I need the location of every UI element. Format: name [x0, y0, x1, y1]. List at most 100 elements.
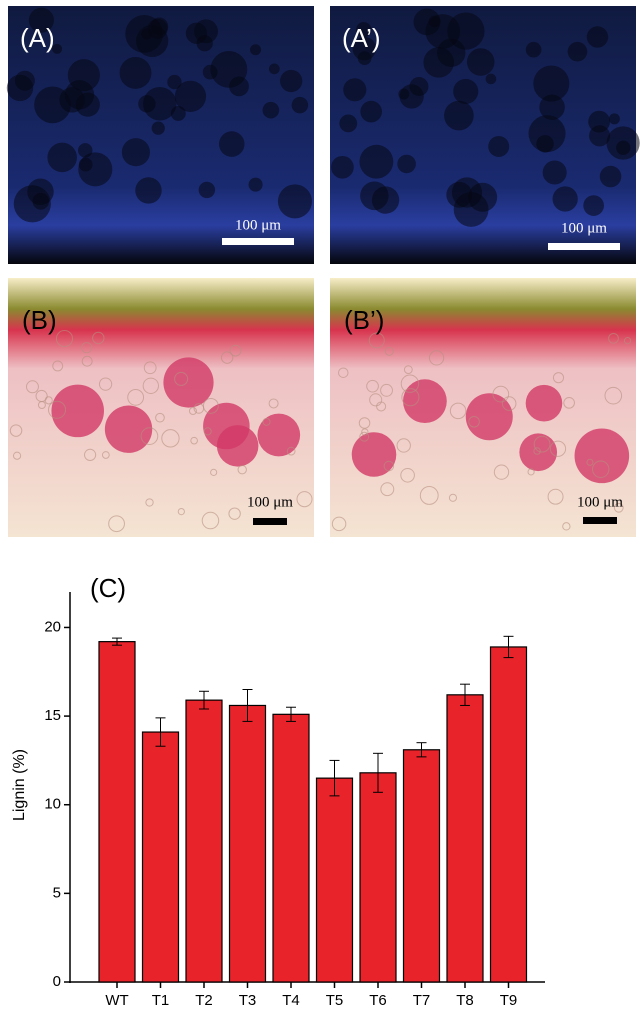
- panel-label: (B’): [344, 305, 384, 335]
- x-tick-label: T3: [239, 992, 257, 1009]
- error-bar: [286, 706, 296, 722]
- scale-label: 100 μm: [247, 494, 293, 510]
- cell: [81, 355, 93, 367]
- cell: [453, 78, 479, 104]
- bar: [359, 772, 397, 983]
- cell: [444, 100, 474, 131]
- bar: [98, 641, 136, 983]
- bundle: [104, 405, 153, 453]
- cell: [360, 100, 382, 123]
- bundle: [519, 433, 558, 472]
- x-tick-label: WT: [105, 992, 128, 1009]
- bundle: [351, 432, 397, 477]
- cell: [383, 460, 395, 472]
- cell: [92, 331, 105, 345]
- error-bar: [112, 637, 122, 646]
- bundle: [465, 393, 513, 441]
- cell: [98, 377, 113, 391]
- cell: [119, 56, 152, 89]
- cell: [419, 486, 439, 505]
- cell: [549, 440, 567, 457]
- x-tick-label: T2: [195, 992, 213, 1009]
- cell: [198, 181, 216, 199]
- cell: [371, 186, 400, 214]
- cell: [296, 491, 313, 508]
- cell: [210, 50, 248, 88]
- cell: [268, 398, 279, 409]
- x-tick-label: T9: [500, 992, 518, 1009]
- panel-label: (A’): [342, 23, 381, 53]
- cell: [143, 87, 177, 121]
- cell: [527, 468, 535, 476]
- cell: [380, 482, 395, 497]
- cell: [492, 385, 510, 403]
- cell: [286, 446, 296, 456]
- cell: [380, 383, 393, 397]
- cell: [401, 388, 420, 407]
- error-bar: [373, 752, 383, 793]
- cell: [188, 406, 197, 416]
- cell: [202, 397, 219, 414]
- cell: [423, 47, 454, 78]
- cell: [488, 135, 510, 157]
- cell: [210, 468, 218, 476]
- cell: [143, 361, 157, 375]
- cell: [343, 78, 367, 102]
- cell: [403, 365, 413, 374]
- cell: [121, 138, 150, 167]
- cell: [608, 113, 620, 125]
- cell: [409, 77, 429, 97]
- cell: [485, 73, 497, 85]
- cell: [589, 125, 611, 147]
- cell: [228, 507, 241, 520]
- error-bar: [460, 683, 470, 706]
- cell: [552, 372, 565, 384]
- cell: [52, 43, 63, 54]
- bar: [272, 713, 310, 983]
- cell: [446, 181, 473, 208]
- error-bar: [242, 689, 253, 722]
- cell: [552, 186, 578, 212]
- cell: [167, 74, 182, 90]
- cell: [366, 379, 379, 393]
- cell: [542, 160, 567, 185]
- cell: [359, 144, 394, 179]
- bar: [185, 699, 223, 983]
- scale-bar: [222, 238, 294, 245]
- panel-label: (A): [20, 23, 55, 53]
- y-tick-label: 10: [44, 796, 61, 813]
- x-tick-label: T7: [413, 992, 431, 1009]
- cell: [533, 65, 570, 102]
- x-tick-label: T1: [152, 992, 170, 1009]
- y-axis-label: Lignin (%): [11, 749, 28, 821]
- bar: [141, 731, 180, 983]
- cell: [428, 350, 445, 366]
- cell: [359, 431, 370, 442]
- cell: [396, 438, 411, 453]
- cell: [47, 142, 77, 173]
- cell: [84, 448, 97, 461]
- cell: [174, 80, 207, 112]
- cell: [237, 464, 247, 475]
- cell: [127, 388, 145, 406]
- chart-title: (C): [90, 573, 126, 603]
- cell: [608, 332, 619, 344]
- cell: [547, 488, 564, 505]
- cell: [229, 344, 242, 357]
- cell: [147, 18, 168, 39]
- cell: [12, 451, 22, 460]
- cell: [135, 177, 162, 204]
- cell: [145, 498, 154, 507]
- cell: [81, 342, 93, 354]
- cell: [501, 396, 517, 411]
- bundle: [525, 384, 563, 422]
- scale-label: 100 μm: [235, 217, 281, 233]
- bundle: [203, 402, 250, 450]
- bar: [315, 777, 354, 983]
- cell: [28, 7, 54, 33]
- y-tick-label: 5: [53, 884, 61, 901]
- y-tick-label: 0: [53, 973, 61, 990]
- error-bar: [329, 759, 340, 797]
- cell: [356, 22, 372, 38]
